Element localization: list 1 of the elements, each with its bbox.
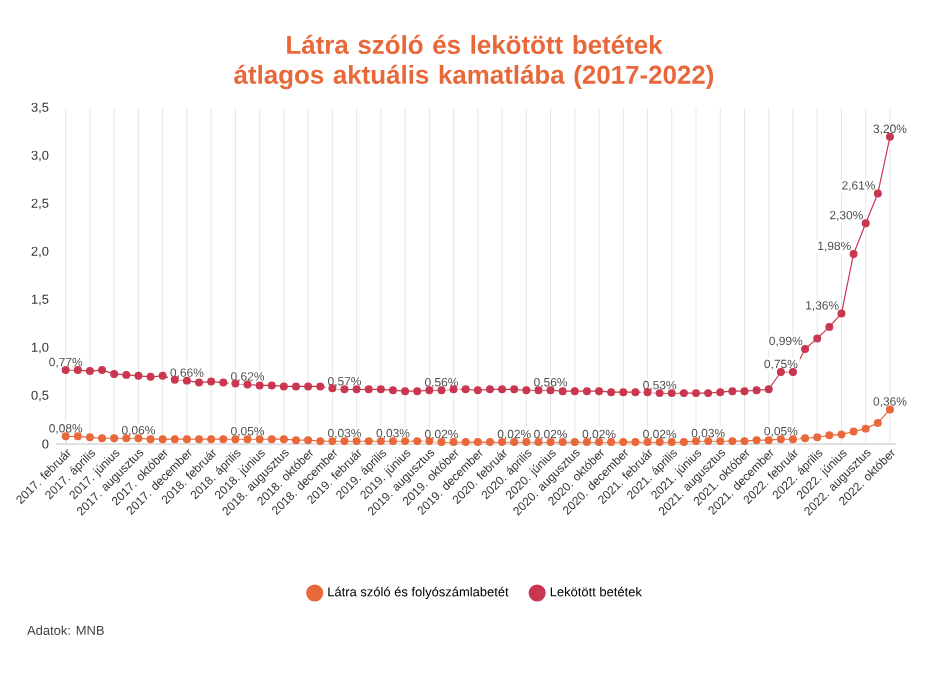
chart-title: Látra szóló és lekötött betétek átlagos aktuális kamatlába (2017-2022) bbox=[234, 34, 714, 90]
